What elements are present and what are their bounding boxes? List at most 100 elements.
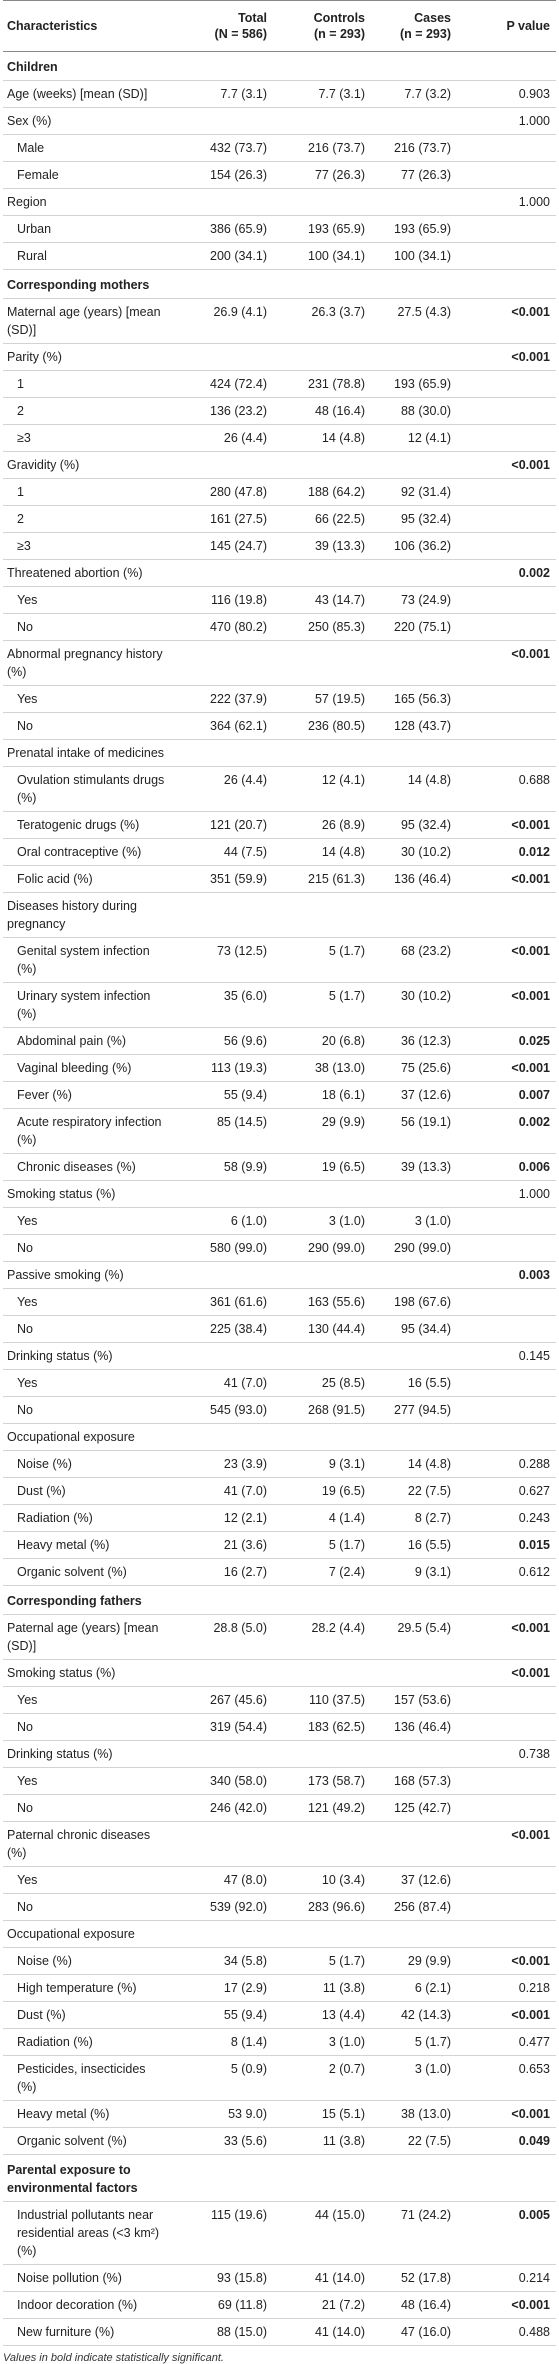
table-row: Paternal chronic diseases (%) <0.001 [3, 1821, 556, 1867]
data-cell: 8 (2.7) [369, 1504, 455, 1532]
p-value: 0.003 [455, 1261, 556, 1289]
column-n: (n = 293) [313, 27, 365, 41]
data-cell: 58 (9.9) [171, 1153, 271, 1181]
data-cell: 100 (34.1) [369, 242, 455, 270]
table-row: Folic acid (%) 351 (59.9) 215 (61.3) 136 (4… [3, 865, 556, 893]
header-cell: Total (N = 586) [171, 0, 271, 52]
data-cell [369, 559, 455, 587]
data-cell: 12 (4.1) [369, 424, 455, 452]
data-cell [171, 1659, 271, 1687]
data-cell [369, 892, 455, 938]
data-cell [271, 739, 369, 767]
p-value [455, 1234, 556, 1262]
data-cell: 5 (0.9) [171, 2055, 271, 2101]
p-value: <0.001 [455, 2001, 556, 2029]
p-value: <0.001 [455, 937, 556, 983]
data-cell [369, 1423, 455, 1451]
row-label: 1 [3, 370, 171, 398]
p-value [455, 505, 556, 533]
p-value: 0.903 [455, 80, 556, 108]
p-value [455, 712, 556, 740]
data-cell: 30 (10.2) [369, 982, 455, 1028]
data-cell: 11 (3.8) [271, 1974, 369, 2002]
data-cell: 53 9.0) [171, 2100, 271, 2128]
data-cell: 48 (16.4) [369, 2291, 455, 2319]
data-cell: 193 (65.9) [271, 215, 369, 243]
p-value: <0.001 [455, 451, 556, 479]
p-value: 0.288 [455, 1450, 556, 1478]
data-cell: 29 (9.9) [271, 1108, 369, 1154]
data-cell [271, 1740, 369, 1768]
data-cell: 290 (99.0) [271, 1234, 369, 1262]
data-cell [271, 269, 369, 299]
p-value: 0.477 [455, 2028, 556, 2056]
p-header: P value [506, 19, 550, 33]
p-value: 0.025 [455, 1027, 556, 1055]
table-row: Radiation (%) 8 (1.4) 3 (1.0) 5 (1.7) 0.477 [3, 2028, 556, 2056]
p-value [455, 1369, 556, 1397]
table-row: Rural 200 (34.1) 100 (34.1) 100 (34.1) [3, 242, 556, 270]
row-label: Drinking status (%) [3, 1740, 171, 1768]
data-cell: 545 (93.0) [171, 1396, 271, 1424]
header-cell: P value [455, 0, 556, 52]
data-cell: 220 (75.1) [369, 613, 455, 641]
data-cell: 128 (43.7) [369, 712, 455, 740]
data-cell: 231 (78.8) [271, 370, 369, 398]
data-cell: 42 (14.3) [369, 2001, 455, 2029]
table-row: Oral contraceptive (%) 44 (7.5) 14 (4.8) 30… [3, 838, 556, 866]
data-cell: 30 (10.2) [369, 838, 455, 866]
table-row: Region 1.000 [3, 188, 556, 216]
table-row: No 470 (80.2) 250 (85.3) 220 (75.1) [3, 613, 556, 641]
table-row: Occupational exposure [3, 1423, 556, 1451]
table-row: 2 161 (27.5) 66 (22.5) 95 (32.4) [3, 505, 556, 533]
data-cell [271, 892, 369, 938]
row-label: High temperature (%) [3, 1974, 171, 2002]
p-value [455, 161, 556, 189]
row-label: Heavy metal (%) [3, 2100, 171, 2128]
data-cell [171, 559, 271, 587]
row-label: Organic solvent (%) [3, 2127, 171, 2155]
p-value [455, 1396, 556, 1424]
data-cell: 5 (1.7) [271, 1531, 369, 1559]
data-cell [271, 1585, 369, 1615]
data-cell: 145 (24.7) [171, 532, 271, 560]
row-label: Abdominal pain (%) [3, 1027, 171, 1055]
row-label: Children [3, 51, 171, 81]
row-label: Gravidity (%) [3, 451, 171, 479]
data-cell [369, 2154, 455, 2202]
data-cell: 26 (4.4) [171, 766, 271, 812]
row-label: Occupational exposure [3, 1423, 171, 1451]
table-row: Urinary system infection (%) 35 (6.0) 5 (1… [3, 982, 556, 1028]
data-cell [369, 1342, 455, 1370]
data-cell [271, 1261, 369, 1289]
data-cell: 432 (73.7) [171, 134, 271, 162]
data-cell: 73 (24.9) [369, 586, 455, 614]
table-row: Smoking status (%) <0.001 [3, 1659, 556, 1687]
data-cell [369, 1180, 455, 1208]
data-cell: 44 (7.5) [171, 838, 271, 866]
p-value [455, 532, 556, 560]
data-cell [369, 269, 455, 299]
data-cell: 11 (3.8) [271, 2127, 369, 2155]
data-cell [369, 640, 455, 686]
p-value: <0.001 [455, 1614, 556, 1660]
table-row: Heavy metal (%) 53 9.0) 15 (5.1) 38 (13.0) <… [3, 2100, 556, 2128]
row-label: Indoor decoration (%) [3, 2291, 171, 2319]
data-cell: 26 (8.9) [271, 811, 369, 839]
row-label: Yes [3, 1369, 171, 1397]
table-row: Children [3, 51, 556, 81]
data-cell: 95 (32.4) [369, 811, 455, 839]
data-cell: 539 (92.0) [171, 1893, 271, 1921]
data-cell: 9 (3.1) [271, 1450, 369, 1478]
data-cell: 41 (14.0) [271, 2264, 369, 2292]
data-cell [369, 1659, 455, 1687]
data-cell: 136 (46.4) [369, 865, 455, 893]
row-label: Organic solvent (%) [3, 1558, 171, 1586]
table-row: Noise (%) 34 (5.8) 5 (1.7) 29 (9.9) <0.001 [3, 1947, 556, 1975]
row-label: Heavy metal (%) [3, 1531, 171, 1559]
data-cell: 39 (13.3) [369, 1153, 455, 1181]
p-value: 0.218 [455, 1974, 556, 2002]
p-value: <0.001 [455, 2291, 556, 2319]
p-value: <0.001 [455, 343, 556, 371]
p-value: <0.001 [455, 982, 556, 1028]
